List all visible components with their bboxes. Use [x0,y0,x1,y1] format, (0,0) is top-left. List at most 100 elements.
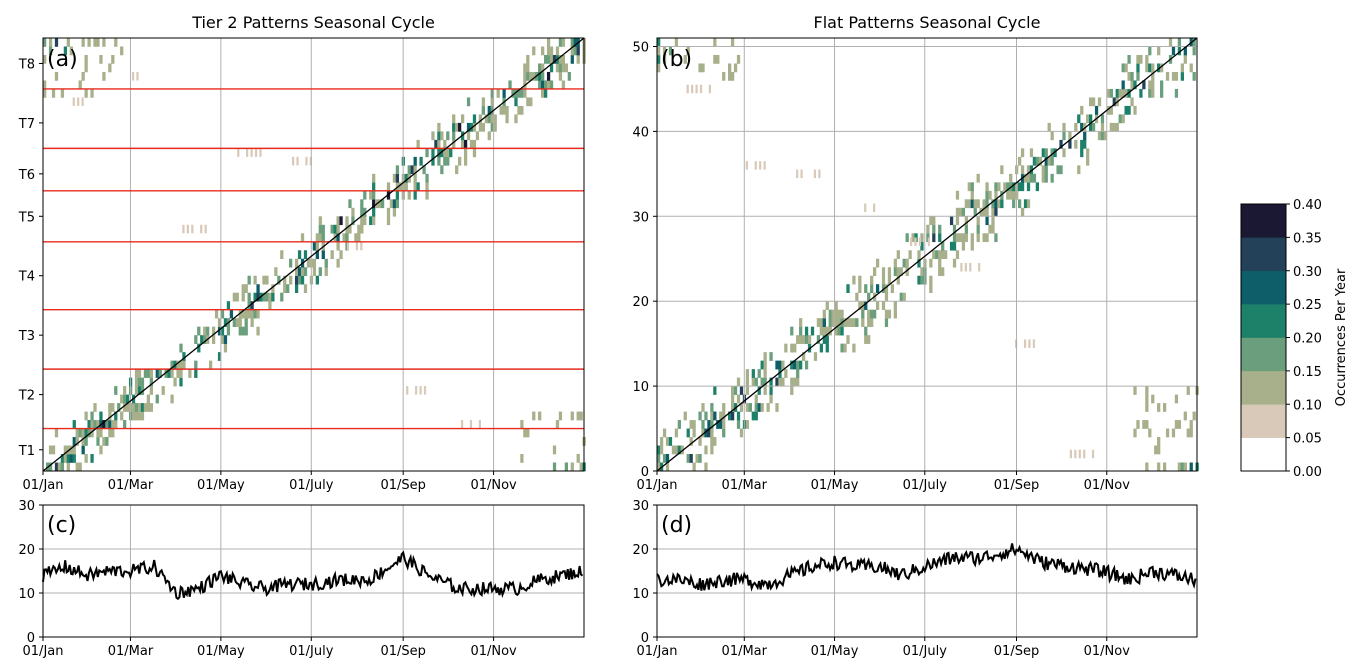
c-xtick-label-5: 01/Nov [470,644,517,659]
a-cell [555,63,560,73]
b-cell [1012,190,1016,200]
b-cell [991,224,995,234]
b-cell [713,38,717,47]
b-cell [979,207,983,217]
b-cell [784,369,788,378]
a-cell [558,71,563,81]
a-cell [570,411,574,421]
a-cell [102,38,106,47]
b-cell [1186,428,1190,438]
a-cell [87,38,91,47]
a-cell [546,71,551,81]
b-cell [745,161,748,170]
a-cell [300,275,305,285]
a-xtick-label-2: 01/May [197,478,245,493]
b-cell [905,258,909,268]
a-cell [155,369,159,378]
b-cell [1041,148,1045,158]
a-cell [296,156,299,166]
b-cell [1177,420,1182,429]
b-cell [834,301,838,310]
b-cell [800,169,803,179]
b-cell [677,445,681,455]
colorbar-swatch-6 [1241,237,1286,272]
b-cell [870,284,874,294]
a-cell [452,131,456,141]
a-ytick-label-6: T7 [18,117,35,132]
b-cell [1086,114,1090,124]
a-cell [389,199,394,209]
b-cell [730,386,735,395]
b-cell [763,377,767,387]
b-cell [790,326,794,336]
b-cell [840,309,844,319]
a-cell [549,63,554,73]
a-cell [392,173,397,183]
a-cell [137,369,142,378]
a-cell [48,462,53,472]
b-cell [864,284,868,294]
b-cell [701,428,705,438]
b-cell [961,241,966,251]
b-cell [967,182,971,192]
b-cell [713,437,717,446]
a-cell [209,360,213,370]
a-xtick-label-1: 01/Mar [108,478,154,493]
b-cell [1145,386,1149,395]
a-cell [407,190,411,200]
b-cell [846,335,850,344]
a-cell [306,258,311,268]
b-cell [920,267,924,277]
b-cell [704,462,708,472]
a-cell [305,156,308,166]
b-cell [1035,182,1039,192]
b-cell [657,54,661,64]
b-cell [831,309,835,319]
b-cell [668,437,673,446]
a-cell [561,38,566,47]
b-cell [1053,148,1057,158]
b-cell [1074,449,1077,459]
a-cell [357,224,361,234]
b-cell [970,233,974,243]
b-cell [899,267,903,277]
b-cell [941,250,945,260]
a-cell [543,80,548,90]
c-xtick-label-3: 01/July [289,644,334,659]
b-cell [662,54,667,64]
a-cell [149,386,153,395]
a-cell [541,71,545,81]
b-cell [781,377,785,387]
a-cell [443,156,447,166]
a-cell [455,165,459,175]
b-cell [929,284,933,294]
b-cell [1100,122,1105,132]
a-cell [386,216,391,226]
a-cell [271,284,275,294]
b-cell [1157,63,1161,73]
b-cell [1083,449,1086,459]
a-cell [108,403,112,412]
b-cell [834,318,838,327]
a-cell [532,71,536,81]
b-cell [674,38,679,47]
a-cell [77,97,80,106]
b-cell [976,199,980,209]
b-cell [1100,131,1105,141]
a-cell [318,224,322,234]
a-cell [336,241,340,251]
b-title: Flat Patterns Seasonal Cycle [814,13,1041,32]
a-cell [244,309,248,319]
b-cell [745,403,750,412]
b-cell [1029,148,1034,158]
a-cell [235,292,239,302]
a-cell [416,139,420,149]
a-cell [437,148,441,158]
a-cell [460,139,465,149]
a-cell [81,71,85,81]
a-cell [197,343,201,353]
a-cell [345,233,349,243]
b-cell [825,335,829,344]
a-cell [99,411,103,421]
a-cell [51,88,56,98]
